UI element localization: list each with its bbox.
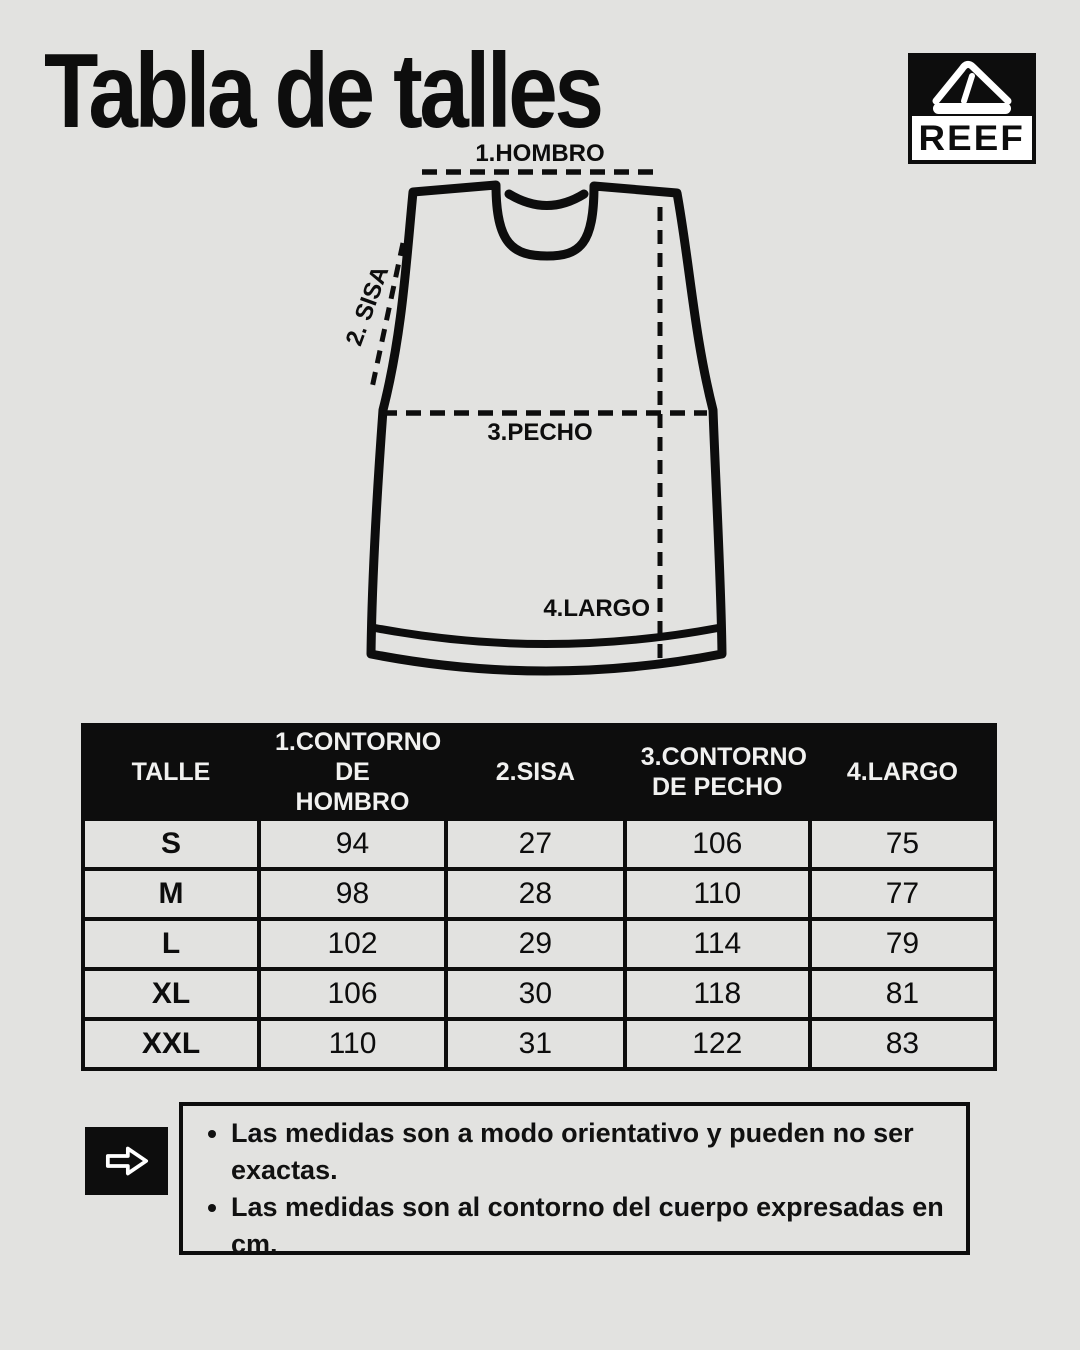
- size-l: L: [80, 917, 262, 971]
- header-largo: 4.LARGO: [807, 723, 998, 821]
- size-xl: XL: [80, 967, 262, 1021]
- length-label: 4.LARGO: [543, 595, 650, 622]
- shirt-hem-line: [374, 624, 719, 648]
- tank-top-diagram: [366, 169, 727, 676]
- reef-logo: REEF: [908, 53, 1036, 164]
- page-title: Tabla de talles: [44, 32, 604, 150]
- value-cell: 81: [807, 967, 998, 1021]
- right-arrow-icon: [105, 1146, 148, 1176]
- header-pecho: 3.CONTORNO DE PECHO: [622, 723, 812, 821]
- value-cell: 94: [257, 817, 448, 871]
- shirt-outline: [366, 180, 727, 676]
- value-cell: 29: [443, 917, 627, 971]
- header-talle: TALLE: [80, 723, 262, 821]
- size-s: S: [80, 817, 262, 871]
- header-sisa: 2.SISA: [443, 723, 627, 821]
- table-row: S 94 27 106 75: [80, 817, 998, 871]
- value-cell: 83: [807, 1017, 998, 1071]
- value-cell: 106: [257, 967, 448, 1021]
- table-row: M 98 28 110 77: [80, 867, 998, 921]
- note-item: Las medidas son al contorno del cuerpo e…: [231, 1189, 944, 1263]
- shirt-collar-arc: [504, 189, 589, 210]
- value-cell: 122: [622, 1017, 812, 1071]
- value-cell: 31: [443, 1017, 627, 1071]
- header-hombro: 1.CONTORNO DE HOMBRO: [257, 723, 448, 821]
- armhole-dashed-line: [369, 242, 406, 389]
- value-cell: 28: [443, 867, 627, 921]
- notes-box: Las medidas son a modo orientativo y pue…: [179, 1102, 970, 1259]
- value-cell: 27: [443, 817, 627, 871]
- size-xxl: XXL: [80, 1017, 262, 1071]
- size-table: TALLE 1.CONTORNO DE HOMBRO 2.SISA 3.CONT…: [80, 723, 998, 1071]
- value-cell: 118: [622, 967, 812, 1021]
- value-cell: 98: [257, 867, 448, 921]
- note-item: Las medidas son a modo orientativo y pue…: [231, 1115, 944, 1189]
- size-table-header-row: TALLE 1.CONTORNO DE HOMBRO 2.SISA 3.CONT…: [80, 723, 998, 821]
- value-cell: 106: [622, 817, 812, 871]
- value-cell: 110: [622, 867, 812, 921]
- value-cell: 102: [257, 917, 448, 971]
- table-row: L 102 29 114 79: [80, 917, 998, 971]
- value-cell: 110: [257, 1017, 448, 1071]
- value-cell: 79: [807, 917, 998, 971]
- reef-logo-band: REEF: [912, 116, 1032, 160]
- value-cell: 114: [622, 917, 812, 971]
- value-cell: 30: [443, 967, 627, 1021]
- arrow-badge: [85, 1127, 168, 1195]
- reef-brand-text: REEF: [918, 118, 1026, 158]
- value-cell: 75: [807, 817, 998, 871]
- value-cell: 77: [807, 867, 998, 921]
- shoulder-label: 1.HOMBRO: [475, 140, 605, 167]
- chest-label: 3.PECHO: [487, 419, 593, 446]
- table-row: XXL 110 31 122 83: [80, 1017, 998, 1071]
- table-row: XL 106 30 118 81: [80, 967, 998, 1021]
- reef-wave-icon: [932, 60, 1012, 114]
- size-m: M: [80, 867, 262, 921]
- notes-list: Las medidas son a modo orientativo y pue…: [203, 1115, 944, 1263]
